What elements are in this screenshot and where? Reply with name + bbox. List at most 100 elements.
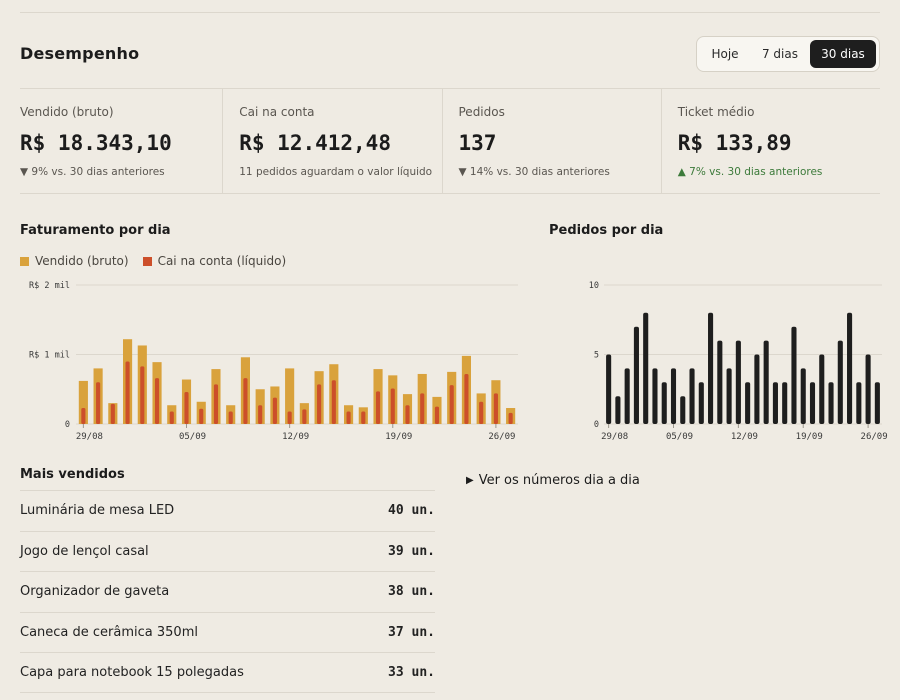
bar-orders [837, 340, 843, 424]
bar-net [375, 391, 381, 424]
bar-net [449, 385, 454, 424]
bar-net [508, 412, 513, 424]
bar-orders [633, 326, 639, 424]
kpi-orders: Pedidos 137 ▼ 14% vs. 30 dias anteriores [443, 89, 662, 193]
revenue-chart-legend: Vendido (bruto) Cai na conta (líquido) [20, 254, 300, 268]
product-quantity: 37 un. [388, 624, 435, 640]
x-tick-label: 12/09 [282, 432, 309, 442]
product-name: Luminária de mesa LED [20, 503, 175, 519]
orders-bar-chart: 10 5 029/08 05/09 12/09 19/09 26/09 [589, 281, 888, 442]
bar-net [390, 388, 395, 424]
y-tick-label: 0 [65, 420, 70, 430]
product-quantity: 33 un. [388, 664, 435, 680]
bar-net [125, 361, 130, 424]
bar-net [464, 373, 469, 424]
y-tick-label: 5 [594, 351, 599, 361]
y-tick-label: R$ 1 mil [29, 351, 70, 361]
x-tick-label: 26/09 [861, 432, 888, 442]
bar-orders [735, 340, 741, 424]
bar-orders [856, 382, 862, 424]
kpi-value: 137 [458, 131, 497, 155]
bar-net [243, 378, 248, 424]
kpi-label: Vendido (bruto) [20, 105, 114, 119]
period-7-days-button[interactable]: 7 dias [761, 47, 798, 61]
bar-net [96, 382, 101, 424]
bar-net [272, 397, 277, 424]
performance-header: Desempenho Hoje 7 dias 30 dias [20, 36, 880, 72]
kpi-comparison: ▼ 14% vs. 30 dias anteriores [458, 166, 610, 178]
product-quantity: 40 un. [388, 503, 435, 519]
top-sellers-title: Mais vendidos [20, 467, 125, 482]
kpi-label: Cai na conta [239, 105, 315, 119]
bar-orders [689, 368, 695, 424]
bar-orders [791, 326, 797, 424]
bar-net [405, 405, 410, 424]
product-name: Jogo de lençol casal [20, 543, 149, 559]
bar-net [346, 411, 351, 424]
daily-numbers-toggle[interactable]: ▶ Ver os números dia a dia [466, 473, 640, 488]
bar-orders [754, 354, 760, 424]
product-quantity: 38 un. [388, 584, 435, 600]
kpi-value: R$ 133,89 [677, 131, 792, 155]
kpi-gross-sold: Vendido (bruto) R$ 18.343,10 ▼ 9% vs. 30… [20, 89, 224, 193]
bar-net [287, 411, 292, 424]
period-30-days-button[interactable]: 30 dias [810, 40, 876, 68]
y-tick-label: R$ 2 mil [29, 281, 70, 291]
bar-net [199, 408, 204, 424]
bar-orders [828, 382, 834, 424]
bar-net [434, 406, 440, 424]
bar-net [154, 378, 160, 424]
list-item: Capa para notebook 15 polegadas 33 un. [20, 652, 435, 693]
bar-gross [285, 368, 295, 424]
product-name: Caneca de cerâmica 350ml [20, 624, 198, 640]
disclosure-triangle-icon: ▶ [466, 475, 474, 486]
legend-label: Vendido (bruto) [35, 254, 129, 268]
bar-net [228, 411, 233, 424]
bar-orders [772, 382, 778, 424]
legend-swatch-net [142, 256, 152, 266]
bar-net [361, 411, 366, 424]
bar-orders [717, 340, 723, 424]
page-title: Desempenho [20, 44, 140, 63]
list-item: Jogo de lençol casal 39 un. [20, 530, 435, 572]
bar-orders [745, 382, 751, 424]
bar-orders [708, 312, 714, 424]
bar-orders [680, 396, 686, 424]
kpi-value: R$ 12.412,48 [239, 131, 391, 155]
bar-orders [726, 368, 732, 424]
list-item: Caneca de cerâmica 350ml 37 un. [20, 611, 435, 653]
kpi-label: Ticket médio [677, 105, 755, 119]
kpi-comparison: ▲ 7% vs. 30 dias anteriores [677, 166, 823, 178]
kpi-value: R$ 18.343,10 [20, 131, 172, 155]
bar-orders [624, 368, 630, 424]
bar-gross [78, 380, 88, 424]
top-divider [20, 12, 880, 13]
revenue-chart-title: Faturamento por dia [20, 223, 171, 238]
y-tick-label: 0 [594, 420, 599, 430]
period-today-button[interactable]: Hoje [711, 47, 739, 61]
bar-net [258, 405, 263, 424]
kpi-row: Vendido (bruto) R$ 18.343,10 ▼ 9% vs. 30… [20, 88, 880, 194]
bar-net [331, 380, 336, 424]
revenue-bar-chart: R$ 2 mil R$ 1 mil 0 29/08 05/09 12/09 19/09 26/… [29, 281, 518, 442]
kpi-average-ticket: Ticket médio R$ 133,89 ▲ 7% vs. 30 dias … [662, 89, 880, 193]
kpi-note: 11 pedidos aguardam o valor líquido [239, 166, 433, 178]
bar-orders [652, 368, 658, 424]
bar-net [213, 384, 219, 424]
bar-net [169, 411, 174, 424]
period-selector: Hoje 7 dias 30 dias [696, 36, 880, 72]
bar-net [479, 401, 484, 424]
list-item: Organizador de gaveta 38 un. [20, 571, 435, 612]
kpi-comparison: ▼ 9% vs. 30 dias anteriores [20, 166, 165, 178]
x-tick-label: 19/09 [796, 432, 823, 442]
bar-net [140, 366, 145, 424]
x-tick-label: 12/09 [731, 432, 758, 442]
bar-orders [698, 382, 704, 424]
x-tick-label: 26/09 [488, 432, 515, 442]
daily-numbers-label: Ver os números dia a dia [478, 473, 640, 488]
x-tick-label: 05/09 [666, 432, 693, 442]
bar-orders [847, 312, 853, 424]
bar-orders [661, 382, 667, 424]
bar-orders [606, 354, 612, 424]
product-quantity: 39 un. [388, 543, 435, 559]
